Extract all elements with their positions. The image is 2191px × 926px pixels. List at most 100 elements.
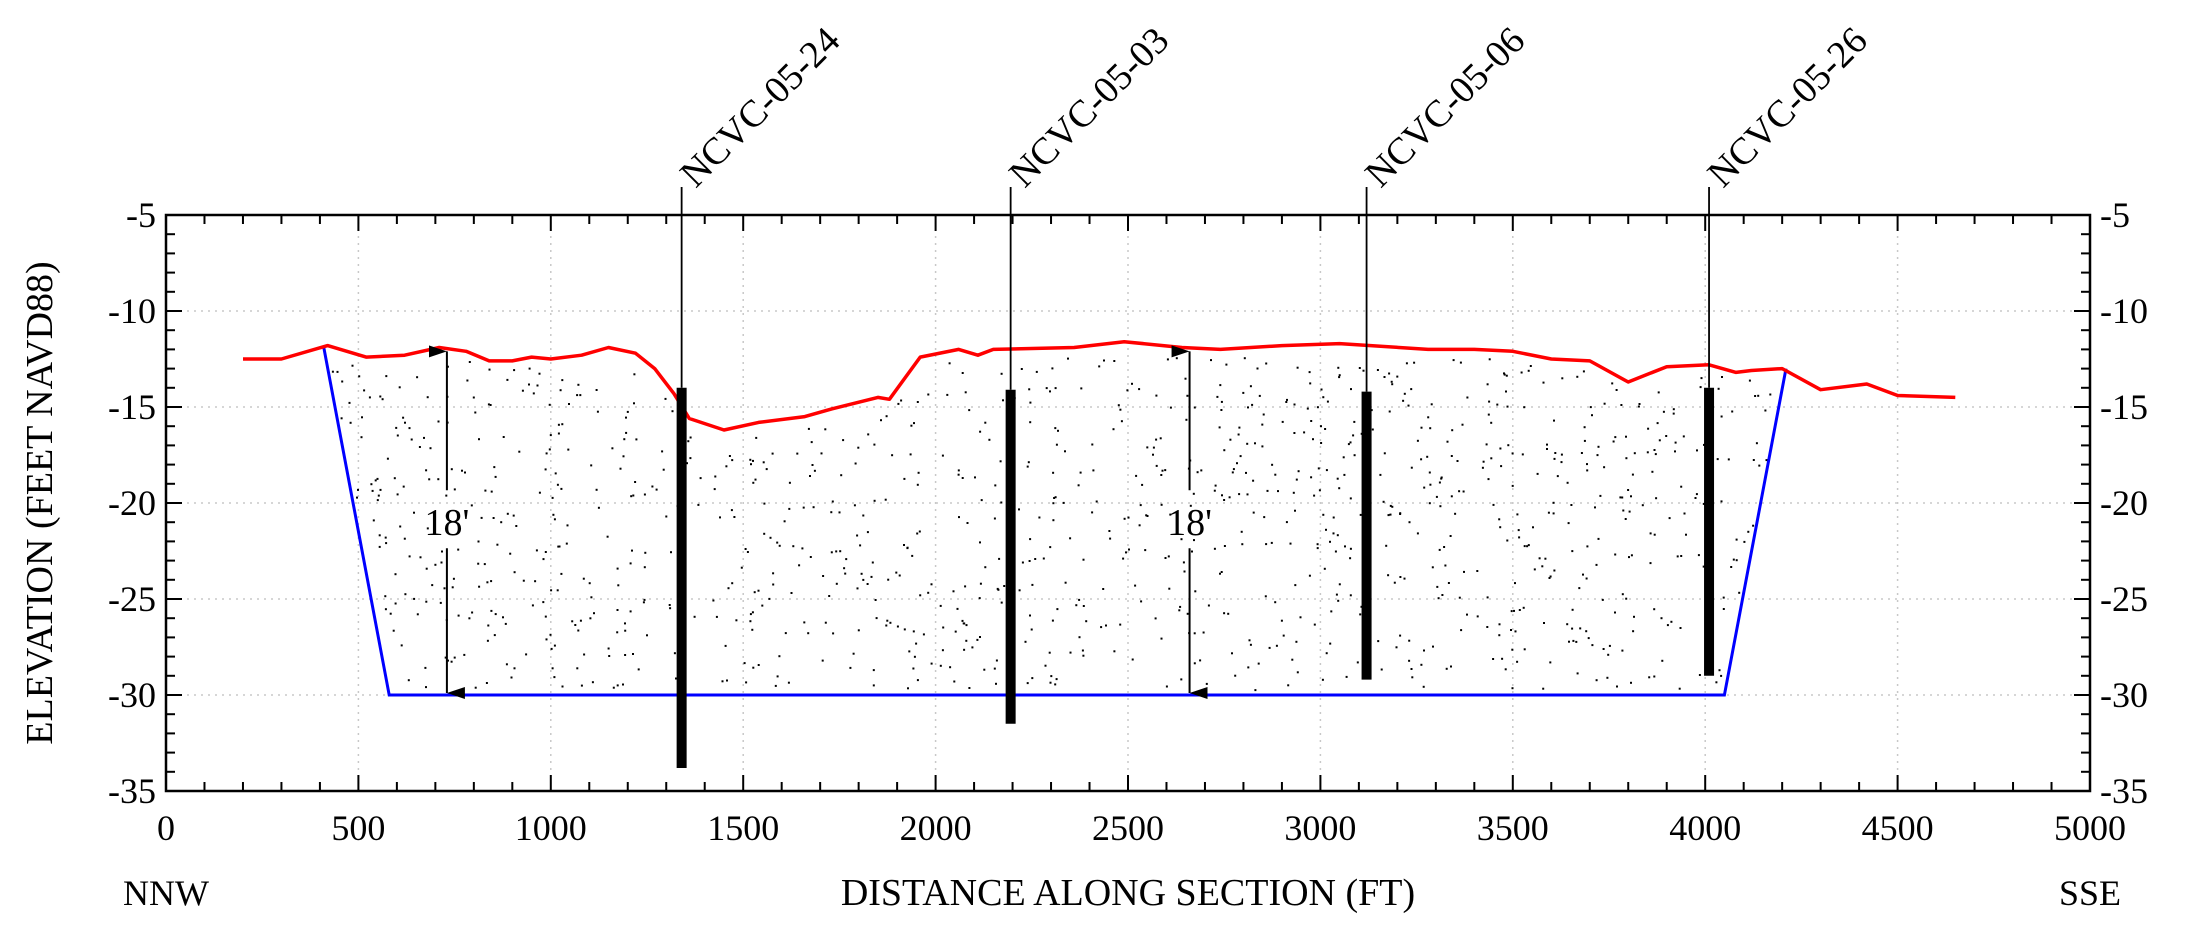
y-tick-label-right: -10 <box>2100 291 2148 331</box>
stipple-dot <box>1349 594 1352 597</box>
stipple-dot <box>413 511 415 514</box>
stipple-dot <box>1145 514 1148 517</box>
stipple-dot <box>1674 441 1677 444</box>
stipple-dot <box>395 426 398 429</box>
stipple-dot <box>1139 504 1142 507</box>
stipple-dot <box>1631 473 1634 476</box>
stipple-dot <box>1326 400 1329 403</box>
stipple-dot <box>1312 438 1314 441</box>
stipple-dot <box>549 633 552 636</box>
stipple-dot <box>1572 639 1575 642</box>
stipple-dot <box>1430 403 1433 406</box>
stipple-dot <box>1390 380 1393 383</box>
stipple-dot <box>1241 543 1244 546</box>
stipple-dot <box>557 432 560 435</box>
stipple-dot <box>1697 554 1700 557</box>
stipple-dot <box>957 473 960 476</box>
stipple-dot <box>1261 423 1264 426</box>
stipple-dot <box>437 478 440 481</box>
stipple-dot <box>1345 675 1348 678</box>
stipple-dot <box>1079 471 1082 474</box>
stipple-dot <box>1293 403 1296 406</box>
stipple-dot <box>1735 538 1738 541</box>
stipple-dot <box>873 443 876 446</box>
stipple-dot <box>1527 544 1530 547</box>
stipple-dot <box>906 546 909 549</box>
stipple-dot <box>1347 443 1350 446</box>
stipple-dot <box>1370 409 1373 412</box>
stipple-dot <box>689 457 692 460</box>
stipple-dot <box>1481 466 1484 469</box>
stipple-dot <box>885 415 888 418</box>
stipple-dot <box>1505 374 1508 377</box>
stipple-dot <box>830 511 833 514</box>
stipple-dot <box>1437 597 1440 600</box>
stipple-dot <box>1082 605 1085 607</box>
stipple-dot <box>1270 541 1273 544</box>
stipple-dot <box>595 389 598 391</box>
stipple-dot <box>787 681 790 684</box>
stipple-dot <box>1416 439 1419 442</box>
stipple-dot <box>1242 391 1245 394</box>
stipple-dot <box>1420 458 1423 461</box>
stipple-dot <box>457 614 460 617</box>
stipple-dot <box>963 648 966 651</box>
stipple-dot <box>778 655 781 658</box>
stipple-dot <box>778 544 781 547</box>
stipple-dot <box>845 558 848 561</box>
stipple-dot <box>633 373 636 376</box>
stipple-dot <box>1754 395 1757 397</box>
stipple-dot <box>1694 497 1697 499</box>
stipple-dot <box>792 545 795 548</box>
stipple-dot <box>1459 361 1462 364</box>
stipple-dot <box>1752 524 1755 527</box>
stipple-dot <box>961 477 964 479</box>
stipple-dot <box>1458 490 1461 493</box>
stipple-dot <box>340 417 343 420</box>
stipple-dot <box>1108 530 1111 532</box>
stipple-dot <box>1445 667 1448 670</box>
stipple-dot <box>489 404 492 406</box>
stipple-dot <box>378 545 381 548</box>
stipple-dot <box>1294 509 1296 512</box>
stipple-dot <box>544 615 547 618</box>
stipple-dot <box>394 602 397 605</box>
stipple-dot <box>1220 400 1223 403</box>
stipple-dot <box>426 527 429 530</box>
stipple-dot <box>633 402 635 405</box>
stipple-dot <box>1358 367 1361 369</box>
stipple-dot <box>908 650 911 653</box>
stipple-dot <box>1755 442 1758 445</box>
stipple-dot <box>402 485 405 488</box>
stipple-dot <box>930 662 933 665</box>
stipple-dot <box>1003 585 1006 587</box>
stipple-dot <box>590 596 593 599</box>
stipple-dot <box>1446 440 1449 443</box>
stipple-dot <box>1053 497 1056 499</box>
stipple-dot <box>1391 383 1394 386</box>
stipple-dot <box>1408 521 1411 524</box>
stipple-dot <box>1261 445 1264 448</box>
stipple-dot <box>1461 423 1464 426</box>
stipple-dot <box>1526 545 1529 548</box>
stipple-dot <box>1456 460 1459 462</box>
stipple-dot <box>765 468 768 471</box>
stipple-dot <box>1144 549 1147 552</box>
stipple-dot <box>783 520 786 523</box>
stipple-dot <box>1680 555 1683 557</box>
stipple-dot <box>1660 617 1663 620</box>
stipple-dot <box>1718 669 1721 672</box>
stipple-dot <box>903 628 906 631</box>
stipple-dot <box>490 490 493 493</box>
stipple-dot <box>403 537 406 540</box>
stipple-dot <box>1727 458 1730 461</box>
stipple-dot <box>1377 640 1380 643</box>
stipple-dot <box>1127 516 1130 519</box>
stipple-dot <box>1422 685 1425 688</box>
stipple-dot <box>348 401 351 404</box>
stipple-dot <box>548 448 551 451</box>
surface-profile-line <box>243 339 1956 432</box>
stipple-dot <box>1621 593 1624 596</box>
stipple-dot <box>1699 386 1702 389</box>
stipple-dot <box>632 494 635 497</box>
